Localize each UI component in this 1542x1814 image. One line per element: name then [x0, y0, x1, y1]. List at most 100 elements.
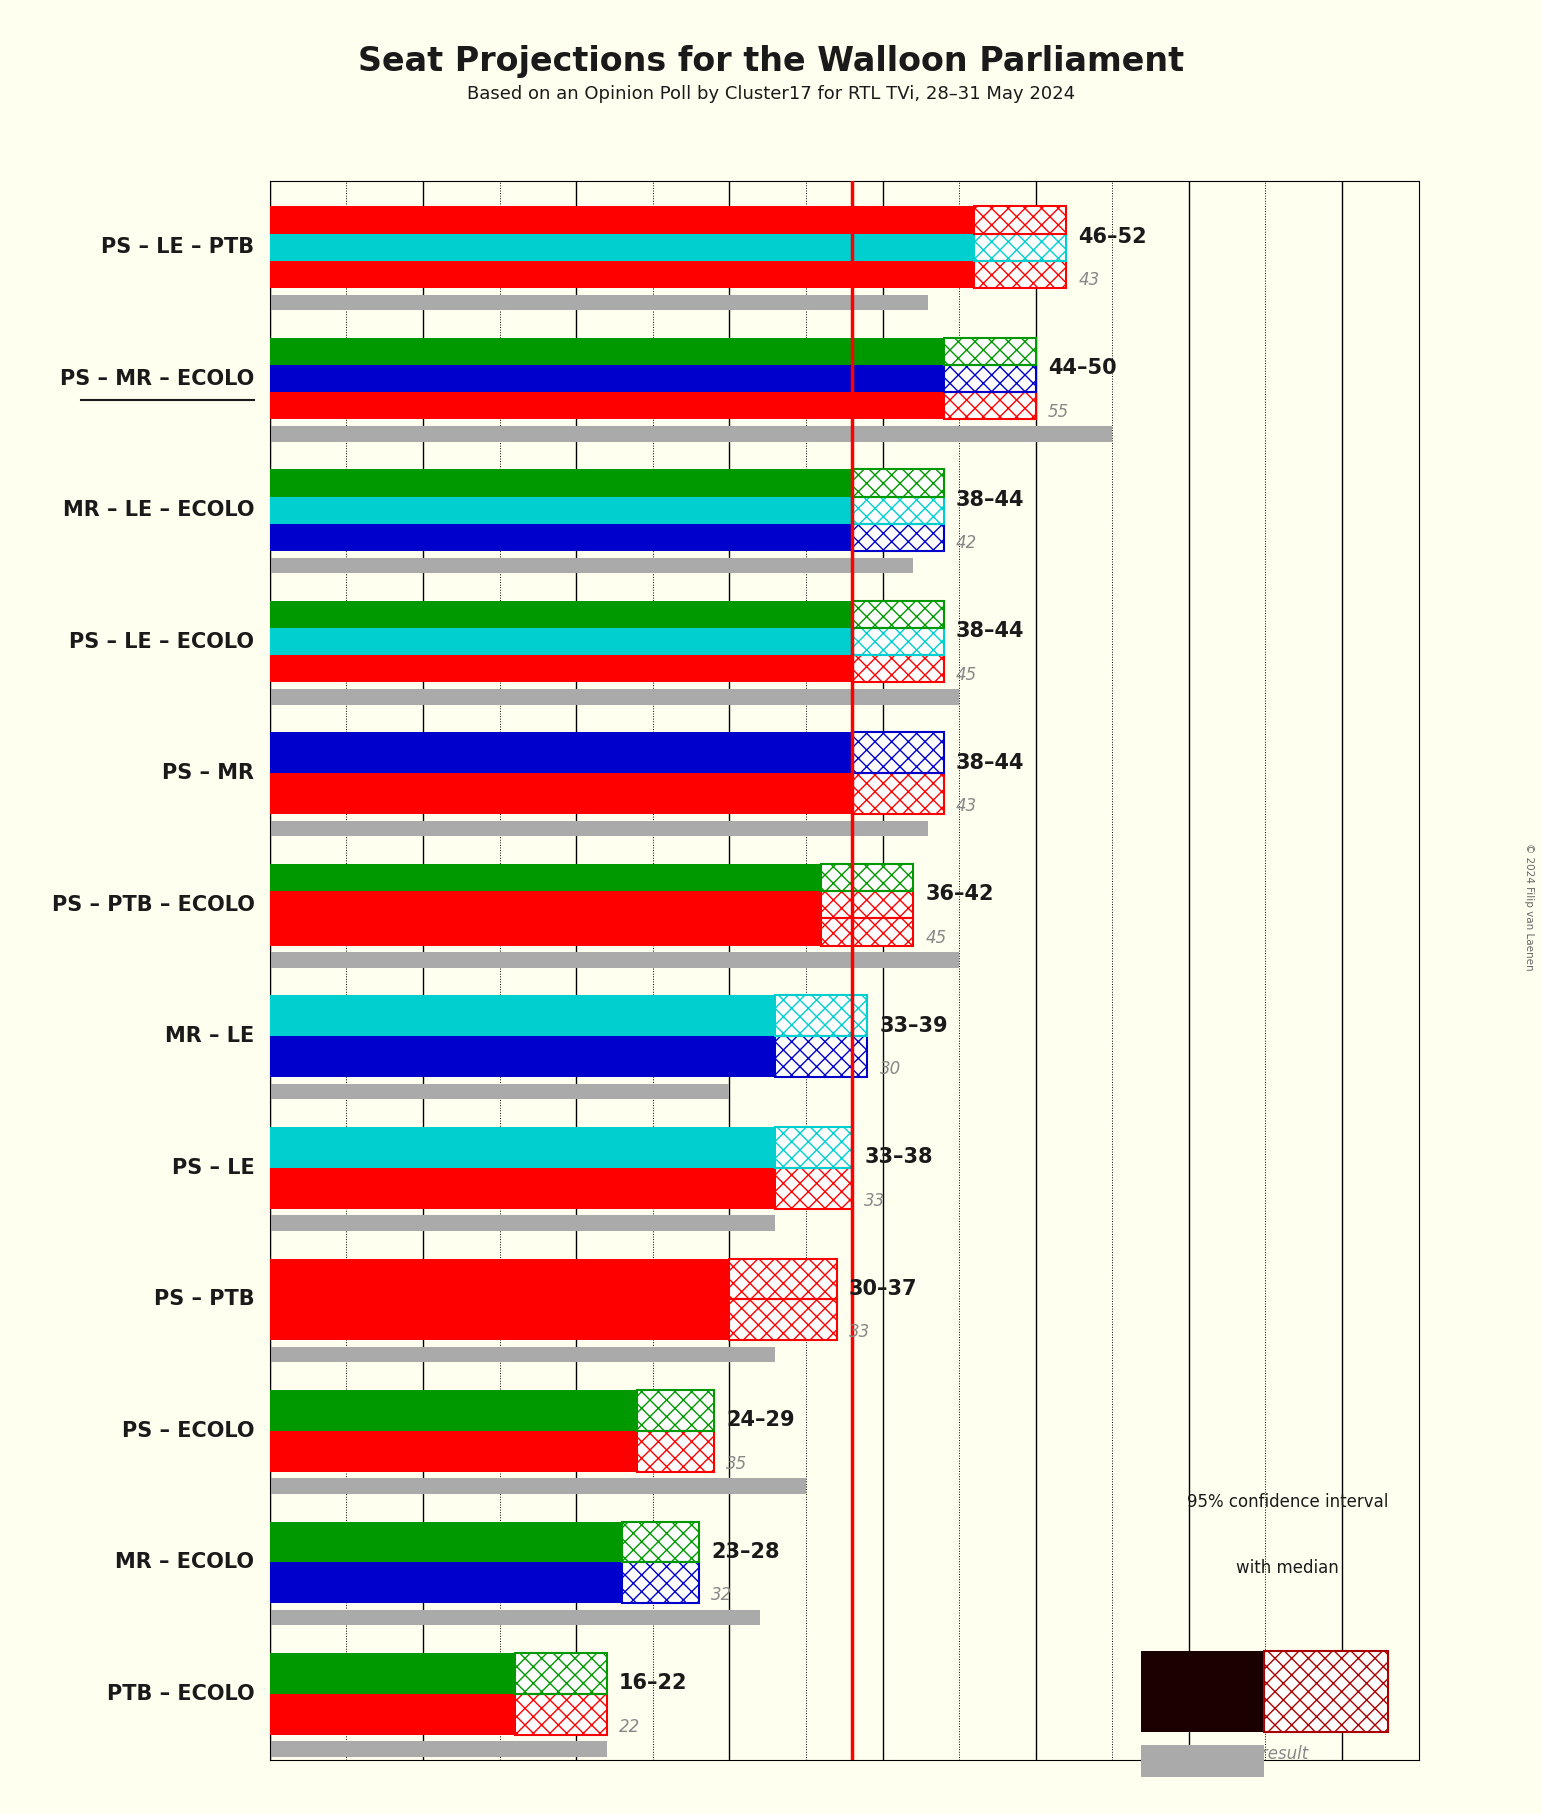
Bar [270, 1653, 515, 1694]
Text: 33: 33 [848, 1322, 870, 1341]
Bar [270, 820, 928, 836]
Bar [729, 1259, 837, 1299]
Bar [515, 1694, 608, 1734]
Bar [975, 234, 1067, 261]
Bar [270, 1522, 621, 1562]
Bar [270, 655, 851, 682]
Bar [776, 1168, 851, 1208]
Bar [621, 1562, 699, 1604]
Bar [851, 524, 944, 551]
Bar [270, 1259, 729, 1299]
Text: PS – PTB: PS – PTB [154, 1290, 254, 1310]
Bar [515, 1653, 608, 1694]
Bar [729, 1299, 837, 1341]
Bar [515, 1653, 608, 1694]
Bar [851, 600, 944, 628]
Bar [270, 996, 776, 1036]
Text: 44–50: 44–50 [1049, 357, 1116, 377]
Bar [822, 891, 913, 918]
Text: 30–37: 30–37 [848, 1279, 917, 1299]
Bar [270, 261, 975, 288]
Bar [944, 365, 1036, 392]
Bar [637, 1390, 714, 1431]
Bar [270, 1694, 515, 1734]
Bar [621, 1562, 699, 1604]
Bar [776, 1036, 867, 1078]
Bar [851, 773, 944, 814]
Bar [944, 392, 1036, 419]
Bar [270, 557, 913, 573]
Text: with median: with median [1237, 1558, 1338, 1576]
Bar [776, 1126, 851, 1168]
Bar [729, 1299, 837, 1341]
Text: MR – ECOLO: MR – ECOLO [116, 1553, 254, 1573]
Bar [270, 1609, 760, 1625]
Bar [975, 261, 1067, 288]
Text: 38–44: 38–44 [956, 490, 1024, 510]
Text: 33: 33 [864, 1192, 885, 1210]
Bar [270, 365, 944, 392]
Text: PS – MR: PS – MR [162, 764, 254, 784]
Bar [851, 655, 944, 682]
Bar [975, 207, 1067, 234]
Bar [270, 1478, 806, 1495]
Bar [776, 1036, 867, 1078]
Bar [851, 497, 944, 524]
Bar [270, 600, 851, 628]
Bar [851, 733, 944, 773]
Bar [944, 337, 1036, 365]
Text: PS – LE – ECOLO: PS – LE – ECOLO [69, 631, 254, 651]
Bar [822, 918, 913, 945]
Text: © 2024 Filip van Laenen: © 2024 Filip van Laenen [1525, 844, 1534, 970]
Bar [851, 470, 944, 497]
Bar [270, 294, 928, 310]
Bar [270, 628, 851, 655]
Text: 32: 32 [711, 1585, 732, 1604]
Bar [515, 1694, 608, 1734]
Text: 42: 42 [956, 533, 978, 551]
Text: 24–29: 24–29 [726, 1409, 796, 1429]
Bar [270, 689, 959, 706]
Bar [822, 918, 913, 945]
Bar [851, 733, 944, 773]
Bar [270, 470, 851, 497]
Bar [851, 600, 944, 628]
Bar [270, 1390, 637, 1431]
Bar [270, 337, 944, 365]
Bar [270, 863, 822, 891]
Bar [851, 628, 944, 655]
Bar [822, 863, 913, 891]
Bar [975, 234, 1067, 261]
Bar [776, 996, 867, 1036]
Bar [270, 1168, 776, 1208]
Text: 38–44: 38–44 [956, 753, 1024, 773]
Bar [270, 891, 822, 918]
Bar [270, 1562, 621, 1604]
Bar [776, 996, 867, 1036]
Bar [515, 1694, 608, 1734]
Bar [621, 1522, 699, 1562]
Text: 35: 35 [726, 1455, 748, 1473]
Text: 46–52: 46–52 [1078, 227, 1147, 247]
Bar [776, 1126, 851, 1168]
Bar [270, 1083, 729, 1099]
Text: 23–28: 23–28 [711, 1542, 780, 1562]
Text: MR – LE – ECOLO: MR – LE – ECOLO [63, 501, 254, 521]
Text: 36–42: 36–42 [925, 883, 995, 903]
Bar [270, 392, 944, 419]
Bar [637, 1390, 714, 1431]
Bar [637, 1431, 714, 1471]
Bar [975, 261, 1067, 288]
Text: 16–22: 16–22 [618, 1673, 688, 1692]
Bar [944, 365, 1036, 392]
Bar [822, 891, 913, 918]
Bar [270, 1126, 776, 1168]
Bar [270, 426, 1112, 443]
Bar [776, 1126, 851, 1168]
Text: PS – LE: PS – LE [171, 1157, 254, 1177]
Bar [270, 524, 851, 551]
Text: 55: 55 [1049, 403, 1069, 421]
Bar [851, 470, 944, 497]
Bar [975, 207, 1067, 234]
Bar [851, 773, 944, 814]
